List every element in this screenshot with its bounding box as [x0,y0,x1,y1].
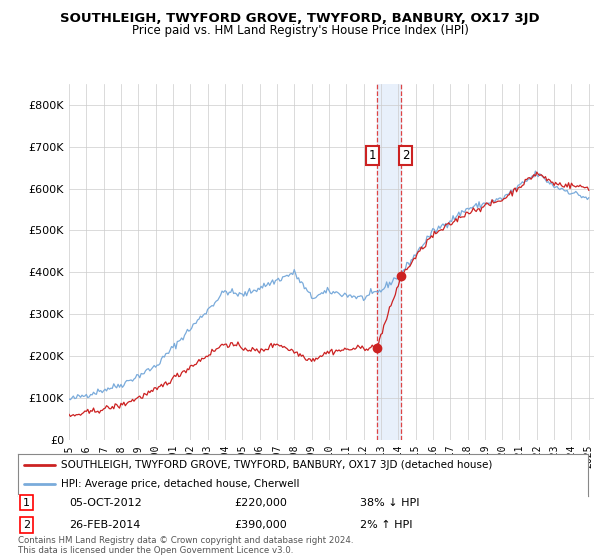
Text: 2: 2 [23,520,30,530]
Text: 2% ↑ HPI: 2% ↑ HPI [360,520,413,530]
Text: HPI: Average price, detached house, Cherwell: HPI: Average price, detached house, Cher… [61,479,299,489]
Bar [377,84,401,440]
Text: £220,000: £220,000 [235,498,287,508]
Text: £390,000: £390,000 [235,520,287,530]
Text: 26-FEB-2014: 26-FEB-2014 [70,520,140,530]
Text: Contains HM Land Registry data © Crown copyright and database right 2024.
This d: Contains HM Land Registry data © Crown c… [18,536,353,556]
Text: 1: 1 [368,148,376,162]
Text: SOUTHLEIGH, TWYFORD GROVE, TWYFORD, BANBURY, OX17 3JD: SOUTHLEIGH, TWYFORD GROVE, TWYFORD, BANB… [60,12,540,25]
Text: Price paid vs. HM Land Registry's House Price Index (HPI): Price paid vs. HM Land Registry's House … [131,24,469,36]
Text: 38% ↓ HPI: 38% ↓ HPI [360,498,419,508]
Text: 2: 2 [402,148,409,162]
Text: 05-OCT-2012: 05-OCT-2012 [70,498,142,508]
Text: SOUTHLEIGH, TWYFORD GROVE, TWYFORD, BANBURY, OX17 3JD (detached house): SOUTHLEIGH, TWYFORD GROVE, TWYFORD, BANB… [61,460,492,470]
Text: 1: 1 [23,498,30,508]
